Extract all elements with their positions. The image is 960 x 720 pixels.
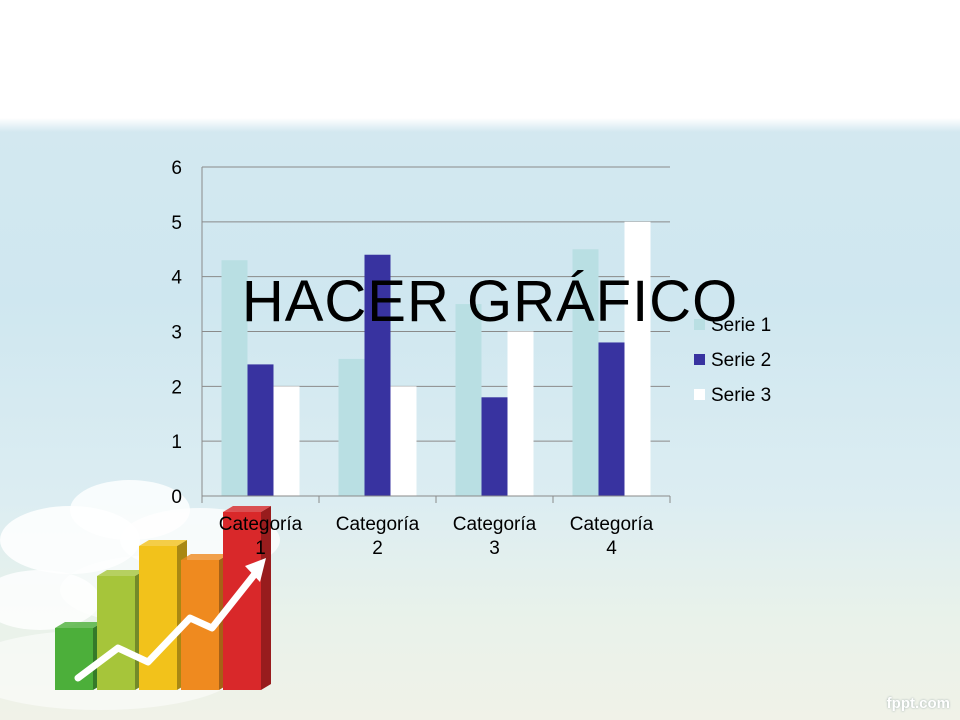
legend: Serie 1 Serie 2 Serie 3 [694, 315, 771, 406]
bar-1-4 [572, 249, 599, 496]
deco-bar-top [139, 540, 187, 546]
deco-arrow-line [74, 566, 262, 682]
y-tick-label: 4 [171, 268, 182, 289]
deco-bar-side [261, 506, 271, 690]
bar-2-4 [598, 342, 625, 496]
deco-bar-top [223, 506, 271, 512]
axes [201, 167, 671, 503]
bar-2-3 [481, 397, 508, 496]
bar-chart-growth-arrow-icon [55, 506, 271, 690]
legend-swatch [694, 389, 705, 400]
category-label: Categoría 2 [336, 514, 420, 559]
legend-swatch [694, 319, 705, 330]
deco-bar [97, 576, 135, 690]
deco-bar [139, 546, 177, 690]
slide-title: HACER GRÁFICO [241, 269, 739, 334]
bar-3-2 [390, 386, 417, 496]
bar-2-2 [364, 254, 391, 496]
category-label: Categoría 3 [453, 514, 537, 559]
y-tick-label: 6 [171, 158, 182, 179]
deco-bar-top [55, 622, 103, 628]
category-labels: Categoría 1 Categoría 2 Categoría 3 Categoría 4 [219, 514, 654, 559]
y-tick-label: 5 [171, 213, 182, 234]
y-tick-label: 2 [171, 377, 182, 398]
watermark: fppt.com [886, 695, 950, 712]
deco-bar [55, 628, 93, 690]
deco-bar-top [97, 570, 145, 576]
deco-bar-top [181, 554, 229, 560]
y-tick-label: 1 [171, 432, 182, 453]
category-label: Categoría 1 [219, 514, 303, 559]
bars [221, 221, 651, 497]
category-label: Categoría 4 [570, 514, 654, 559]
bar-1-2 [338, 358, 365, 496]
legend-label: Serie 2 [711, 350, 771, 371]
bar-3-3 [507, 331, 534, 496]
y-tick-label: 3 [171, 323, 182, 344]
y-tick-label: 0 [171, 487, 182, 508]
bar-1-1 [221, 260, 248, 496]
legend-label: Serie 1 [711, 315, 771, 336]
bar-3-4 [624, 221, 651, 497]
bar-1-3 [455, 304, 482, 496]
legend-label: Serie 3 [711, 385, 771, 406]
bar-3-1 [273, 386, 300, 496]
deco-arrow-head [245, 558, 266, 582]
bar-2-1 [247, 364, 274, 496]
y-tick-labels: 0 1 2 3 4 5 6 [171, 158, 182, 508]
legend-swatch [694, 354, 705, 365]
